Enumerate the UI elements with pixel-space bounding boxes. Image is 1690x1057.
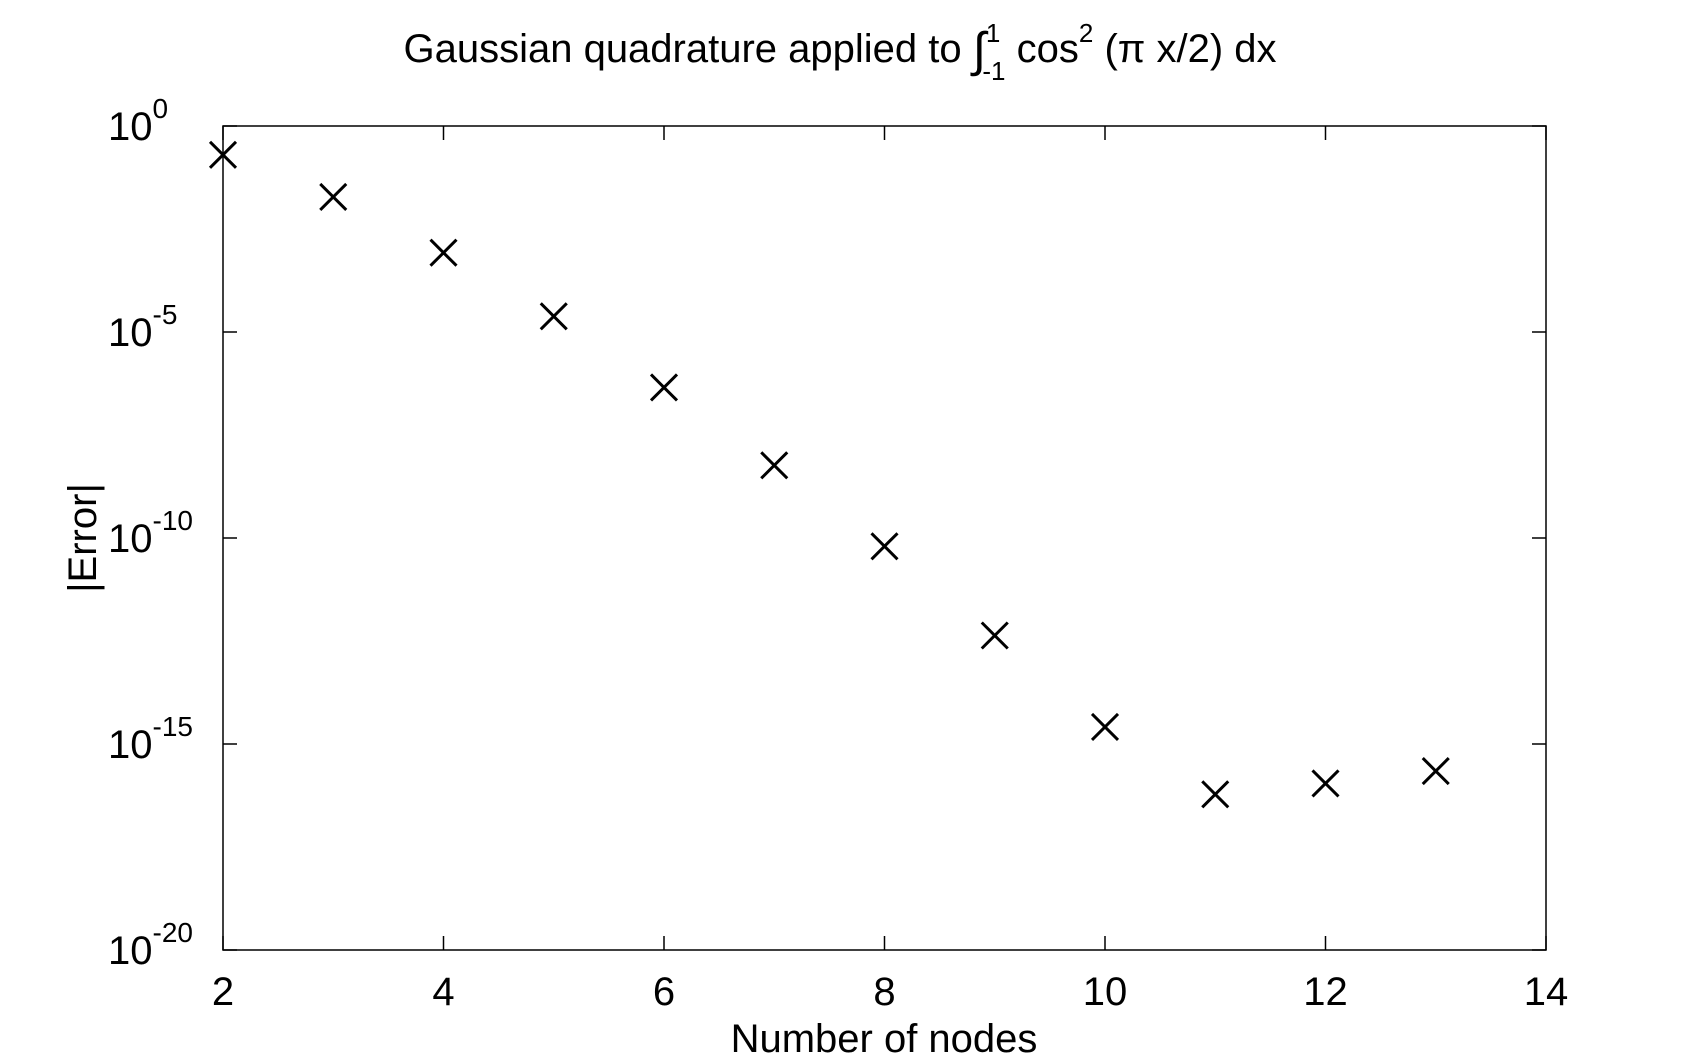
chart-title-exponent: 2 bbox=[1079, 18, 1093, 48]
data-point-marker bbox=[870, 532, 899, 561]
x-tick-marks bbox=[222, 126, 1547, 950]
data-point-marker bbox=[1311, 769, 1340, 798]
y-tick-label: 10-10 bbox=[108, 505, 193, 561]
marker-stroke bbox=[760, 451, 789, 480]
data-point-marker bbox=[760, 451, 789, 480]
data-point-marker bbox=[208, 140, 238, 169]
y-tick-label-base: 10 bbox=[108, 311, 153, 355]
x-tick-label: 12 bbox=[1303, 970, 1348, 1014]
y-tick-label-exponent: -5 bbox=[153, 299, 178, 330]
marker-stroke bbox=[649, 373, 679, 402]
y-tick-label-base: 10 bbox=[108, 517, 153, 561]
marker-stroke bbox=[319, 182, 348, 211]
x-tick-label: 6 bbox=[653, 970, 675, 1014]
data-point-marker bbox=[539, 302, 568, 331]
chart-title-rest: (π x/2) dx bbox=[1093, 27, 1276, 71]
y-tick-label: 10-5 bbox=[108, 299, 177, 355]
integral-symbol: ∫ bbox=[970, 24, 989, 77]
x-tick-label: 10 bbox=[1083, 970, 1128, 1014]
integral-lower-limit: -1 bbox=[982, 56, 1005, 86]
integral-upper-limit: 1 bbox=[986, 18, 1000, 48]
marker-stroke bbox=[429, 238, 458, 267]
y-tick-label-exponent: 0 bbox=[153, 93, 169, 124]
data-point-marker bbox=[649, 373, 679, 402]
chart-title: Gaussian quadrature applied to ∫1 -1 cos2… bbox=[403, 18, 1276, 86]
x-tick-label: 8 bbox=[873, 970, 895, 1014]
marker-stroke bbox=[1090, 712, 1120, 741]
data-point-marker bbox=[1421, 757, 1450, 786]
data-point-marker bbox=[319, 182, 348, 211]
plot-area-frame bbox=[222, 125, 1547, 951]
x-tick-labels: 2 4 6 8 10 12 14 bbox=[212, 970, 1568, 1014]
x-tick-label: 14 bbox=[1524, 970, 1569, 1014]
marker-stroke bbox=[1421, 757, 1450, 786]
data-markers bbox=[208, 140, 1450, 809]
y-tick-label-base: 10 bbox=[108, 723, 153, 767]
x-tick-label: 4 bbox=[432, 970, 454, 1014]
y-tick-label-exponent: -10 bbox=[153, 505, 193, 536]
y-axis-label: |Error| bbox=[61, 483, 105, 593]
y-tick-label-base: 10 bbox=[108, 105, 153, 149]
marker-stroke bbox=[870, 532, 899, 561]
y-tick-label: 10-20 bbox=[108, 917, 193, 973]
data-point-marker bbox=[429, 238, 458, 267]
y-tick-label-exponent: -15 bbox=[153, 711, 193, 742]
marker-stroke bbox=[980, 621, 1009, 650]
data-point-marker bbox=[1090, 712, 1120, 741]
y-tick-label-exponent: -20 bbox=[153, 917, 193, 948]
chart-title-main: Gaussian quadrature applied to bbox=[403, 27, 972, 71]
marker-stroke bbox=[1311, 769, 1340, 798]
data-point-marker bbox=[980, 621, 1009, 650]
y-tick-label-base: 10 bbox=[108, 929, 153, 973]
chart-title-func: cos bbox=[1006, 27, 1079, 71]
y-tick-label: 100 bbox=[108, 93, 168, 149]
y-tick-marks bbox=[223, 125, 1546, 951]
marker-stroke bbox=[1201, 780, 1230, 809]
marker-stroke bbox=[539, 302, 568, 331]
x-axis-label: Number of nodes bbox=[731, 1017, 1038, 1057]
data-point-marker bbox=[1201, 780, 1230, 809]
y-tick-label: 10-15 bbox=[108, 711, 193, 767]
x-tick-label: 2 bbox=[212, 970, 234, 1014]
marker-stroke bbox=[208, 140, 238, 169]
